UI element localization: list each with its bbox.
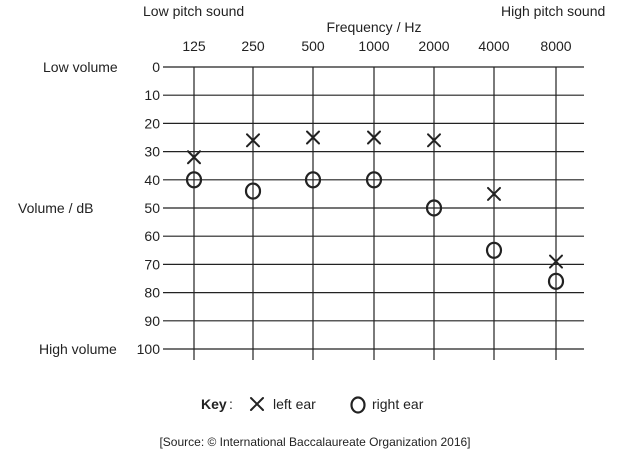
high-pitch-label: High pitch sound	[501, 3, 605, 19]
left-ear-point	[246, 133, 260, 148]
y-tick-label: 10	[144, 87, 160, 103]
y-tick-label: 80	[144, 285, 160, 301]
y-axis-title: Volume / dB	[18, 200, 94, 216]
high-volume-label: High volume	[39, 341, 117, 357]
left-ear-point	[487, 186, 501, 201]
low-pitch-label: Low pitch sound	[143, 3, 244, 19]
key-label: Key	[201, 396, 227, 412]
right-ear-point	[244, 182, 262, 200]
right-ear-point	[547, 272, 565, 290]
left-ear-point	[549, 254, 563, 269]
y-tick-label: 60	[144, 228, 160, 244]
x-tick-label: 1000	[358, 38, 389, 54]
left-ear-point	[187, 150, 201, 165]
right-ear-point	[485, 241, 503, 259]
legend-right-ear: right ear	[372, 396, 424, 412]
legend-x-marker	[250, 397, 264, 411]
x-tick-labels: 125 250 500 1000 2000 4000 8000	[182, 38, 571, 54]
x-tick-label: 2000	[418, 38, 449, 54]
y-tick-label: 70	[144, 256, 160, 272]
x-tick-label: 250	[241, 38, 265, 54]
left-ear-point	[427, 133, 441, 148]
right-ear-point	[304, 171, 322, 189]
legend-left-ear: left ear	[273, 396, 316, 412]
legend: Key : left ear right ear	[201, 396, 424, 414]
y-tick-label: 40	[144, 172, 160, 188]
low-volume-label: Low volume	[43, 59, 118, 75]
x-axis-title: Frequency / Hz	[327, 19, 422, 35]
x-tick-label: 125	[182, 38, 206, 54]
plot-grid	[163, 66, 584, 360]
y-tick-label: 90	[144, 313, 160, 329]
y-tick-label: 100	[137, 341, 161, 357]
data-marks	[185, 130, 565, 290]
y-tick-label: 50	[144, 200, 160, 216]
right-ear-point	[365, 171, 383, 189]
right-ear-point	[425, 199, 443, 217]
left-ear-point	[306, 130, 320, 145]
x-tick-label: 500	[301, 38, 325, 54]
key-colon: :	[229, 396, 233, 412]
y-tick-labels: 0 10 20 30 40 50 60 70 80 90 100	[137, 59, 161, 357]
legend-o-marker	[350, 396, 366, 414]
x-tick-label: 4000	[478, 38, 509, 54]
y-tick-label: 0	[152, 59, 160, 75]
source-note: [Source: © International Baccalaureate O…	[159, 435, 470, 449]
x-tick-label: 8000	[540, 38, 571, 54]
right-ear-point	[185, 171, 203, 189]
y-tick-label: 20	[144, 115, 160, 131]
y-tick-label: 30	[144, 144, 160, 160]
left-ear-point	[367, 130, 381, 145]
